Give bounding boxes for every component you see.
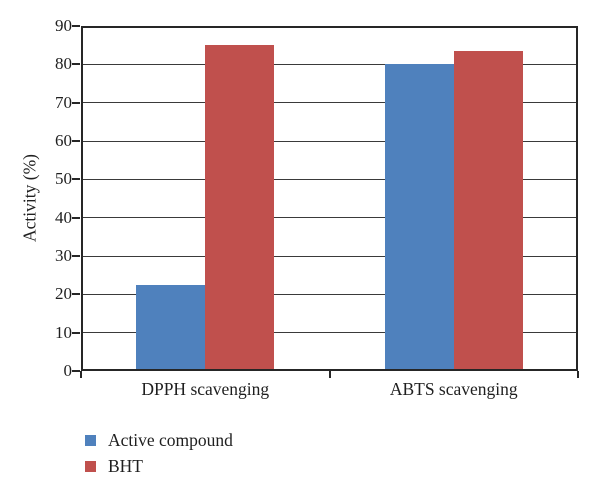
legend-label-bht: BHT (108, 456, 143, 476)
y-tick-70 (72, 101, 80, 104)
bar-bht-abts-scavenging (453, 50, 523, 371)
y-tick-label-10: 10 (55, 322, 72, 342)
legend-item-bht: BHT (85, 456, 233, 477)
x-tick-0 (80, 371, 82, 378)
gridline-10 (81, 332, 578, 334)
bar-active-compound-dpph-scavenging (136, 284, 206, 371)
y-tick-50 (72, 178, 80, 181)
y-tick-0 (72, 370, 80, 372)
gridline-60 (81, 140, 578, 142)
bar-bht-dpph-scavenging (205, 45, 275, 371)
y-tick-label-20: 20 (55, 284, 72, 304)
gridline-70 (81, 102, 578, 104)
y-tick-label-30: 30 (55, 246, 72, 265)
y-axis-title: Activity (%) (19, 154, 40, 242)
y-tick-60 (72, 140, 80, 142)
legend-item-active-compound: Active compound (85, 430, 233, 451)
x-tick-2 (577, 371, 579, 378)
y-tick-10 (72, 331, 80, 334)
y-tick-label-90: 90 (55, 16, 72, 35)
y-tick-label-0: 0 (63, 361, 73, 380)
x-tick-label-dpph-scavenging: DPPH scavenging (141, 379, 270, 399)
bar-active-compound-abts-scavenging (384, 64, 454, 371)
y-tick-40 (72, 216, 80, 219)
y-tick-30 (72, 255, 80, 257)
gridline-80 (81, 63, 578, 65)
x-tick-label-abts-scavenging: ABTS scavenging (389, 379, 518, 399)
gridline-40 (81, 217, 578, 219)
y-tick-20 (72, 293, 80, 296)
legend-swatch-active-compound (85, 435, 96, 446)
legend: Active compound BHT (85, 430, 233, 477)
y-tick-label-50: 50 (55, 169, 72, 189)
y-tick-label-80: 80 (55, 54, 72, 74)
x-tick-1 (328, 371, 331, 378)
y-tick-label-70: 70 (55, 92, 72, 112)
gridline-50 (81, 178, 578, 180)
y-tick-80 (72, 63, 80, 66)
legend-label-active-compound: Active compound (108, 430, 233, 450)
y-tick-label-60: 60 (55, 131, 72, 150)
legend-swatch-bht (85, 461, 96, 472)
gridline-20 (81, 293, 578, 295)
plot-area (81, 26, 578, 371)
y-tick-90 (72, 25, 80, 27)
gridline-30 (81, 255, 578, 257)
y-tick-label-40: 40 (55, 207, 72, 227)
